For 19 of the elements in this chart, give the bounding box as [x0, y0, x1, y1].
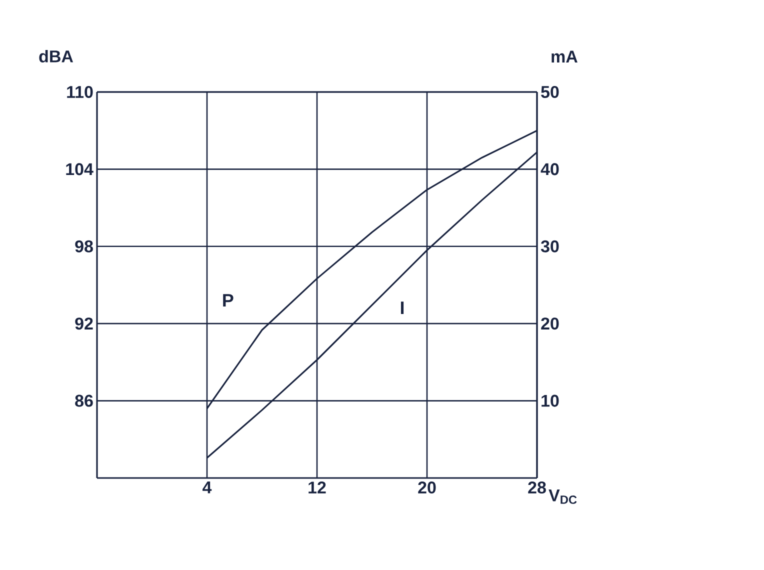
series-label: I: [400, 302, 404, 314]
y2-tick-label: 40: [540, 163, 559, 176]
y2-tick-label: 50: [541, 86, 559, 98]
y-axis-title: dBA: [39, 50, 74, 62]
y-tick-label: 110: [67, 86, 93, 98]
x-tick-label: 12: [308, 482, 326, 494]
y-tick-label: 98: [75, 240, 93, 252]
x-tick-label: 28: [528, 482, 546, 494]
y2-tick-label: 20: [541, 318, 559, 330]
y-tick-label: 104: [66, 163, 94, 176]
text: P: [223, 294, 234, 307]
y2-axis-title: mA: [552, 50, 578, 62]
x-axis-title: V$_{DC}$: [548, 490, 577, 504]
x-tick-label: 4: [202, 482, 212, 494]
y-tick-label: 86: [75, 394, 93, 407]
y2-tick-label: 30: [540, 240, 559, 252]
x-tick-label: 20: [418, 482, 436, 494]
y-tick-label: 92: [75, 318, 93, 330]
y2-tick-label: 10: [542, 394, 559, 407]
